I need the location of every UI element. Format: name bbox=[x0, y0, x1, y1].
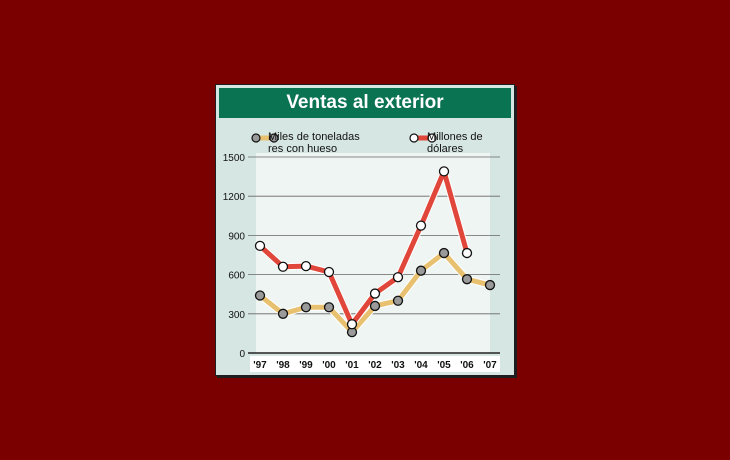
svg-text:'01: '01 bbox=[345, 360, 359, 371]
svg-text:'00: '00 bbox=[322, 360, 336, 371]
svg-text:600: 600 bbox=[228, 271, 245, 282]
chart-panel: Ventas al exterior 0 300 600 900 1200 1500 '97… bbox=[215, 84, 515, 376]
chart-title: Ventas al exterior bbox=[219, 88, 511, 118]
svg-text:'04: '04 bbox=[414, 360, 428, 371]
svg-text:'98: '98 bbox=[276, 360, 290, 371]
svg-text:'05: '05 bbox=[437, 360, 451, 371]
legend-label: res con hueso bbox=[268, 143, 338, 155]
svg-text:'07: '07 bbox=[483, 360, 497, 371]
legend-label: Miles de toneladas bbox=[268, 131, 360, 143]
svg-text:'99: '99 bbox=[299, 360, 313, 371]
svg-text:1200: 1200 bbox=[223, 192, 246, 203]
legend-label: Millones de bbox=[427, 131, 483, 143]
legend-label: dólares bbox=[427, 143, 464, 155]
svg-text:900: 900 bbox=[228, 231, 245, 242]
svg-text:'06: '06 bbox=[460, 360, 474, 371]
line-chart: 0 300 600 900 1200 1500 '97 '98 '99 '00 '01 '02 '03 '… bbox=[223, 133, 500, 372]
legend-series-1: Miles de toneladas res con hueso bbox=[268, 131, 360, 155]
svg-text:'03: '03 bbox=[391, 360, 405, 371]
legend-series-2: Millones de dólares bbox=[427, 131, 483, 155]
svg-text:0: 0 bbox=[239, 349, 245, 360]
svg-text:'02: '02 bbox=[368, 360, 382, 371]
svg-text:1500: 1500 bbox=[223, 153, 246, 164]
svg-text:300: 300 bbox=[228, 310, 245, 321]
svg-text:'97: '97 bbox=[253, 360, 267, 371]
